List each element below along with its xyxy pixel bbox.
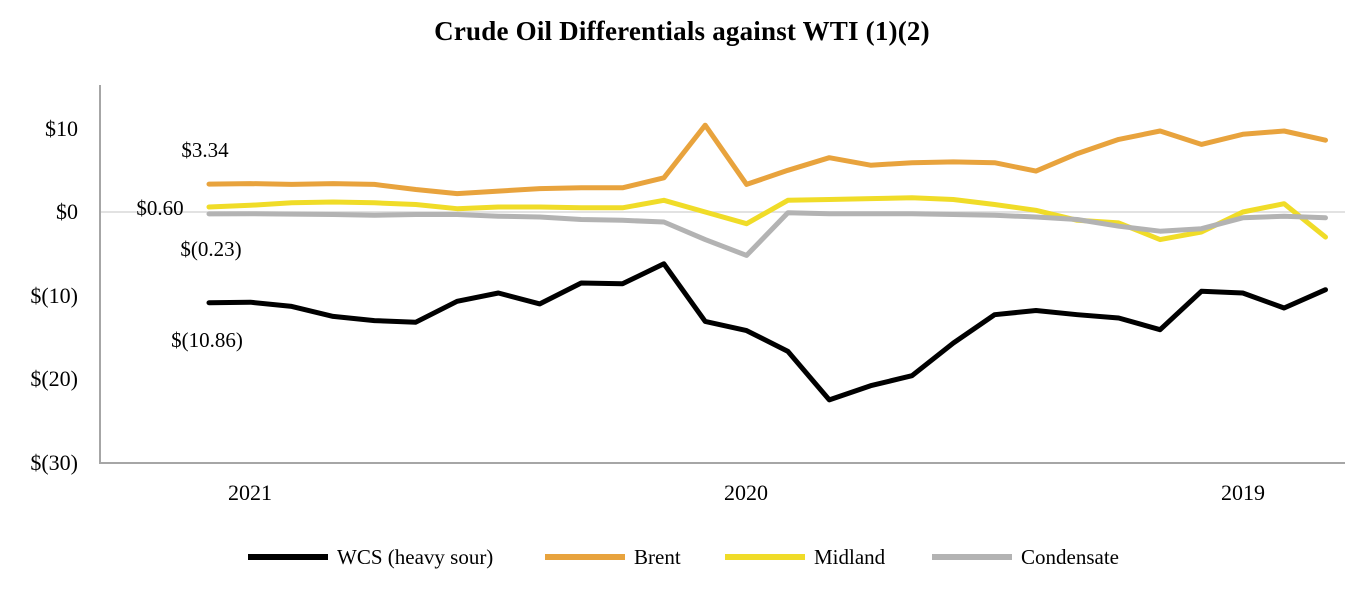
y-tick-label-0: $0 bbox=[56, 199, 78, 224]
y-tick-label-10: $10 bbox=[45, 116, 78, 141]
series-lines bbox=[206, 122, 1328, 403]
page-title: Crude Oil Differentials against WTI (1)(… bbox=[434, 16, 930, 46]
legend-label-wcs: WCS (heavy sour) bbox=[337, 545, 494, 569]
legend-swatch-midland bbox=[725, 554, 805, 560]
legend-item-condensate: Condensate bbox=[932, 544, 1119, 570]
legend-item-wcs: WCS (heavy sour) bbox=[248, 544, 493, 570]
y-tick-label-neg20: $(20) bbox=[30, 366, 78, 391]
x-tick-label-2021: 2021 bbox=[228, 480, 272, 505]
series-line-wcs-heavy-sour bbox=[206, 261, 1328, 403]
data-label-wcs: $(10.86) bbox=[171, 328, 243, 352]
data-label-condensate: $(0.23) bbox=[180, 237, 242, 261]
legend-label-midland: Midland bbox=[814, 545, 886, 569]
legend-item-brent: Brent bbox=[545, 544, 681, 570]
y-tick-label-neg10: $(10) bbox=[30, 283, 78, 308]
data-label-midland: $0.60 bbox=[136, 196, 184, 220]
data-label-brent: $3.34 bbox=[181, 138, 229, 162]
legend-swatch-brent bbox=[545, 554, 625, 560]
series-line-condensate bbox=[206, 210, 1328, 258]
legend-swatch-condensate bbox=[932, 554, 1012, 560]
series-line-brent bbox=[206, 122, 1328, 197]
x-tick-label-2020: 2020 bbox=[724, 480, 768, 505]
y-tick-label-neg30: $(30) bbox=[30, 450, 78, 475]
series-line-midland bbox=[206, 195, 1328, 243]
x-tick-label-2019: 2019 bbox=[1221, 480, 1265, 505]
legend-label-brent: Brent bbox=[634, 545, 681, 569]
legend-item-midland: Midland bbox=[725, 544, 885, 570]
legend-label-condensate: Condensate bbox=[1021, 545, 1119, 569]
legend-swatch-wcs bbox=[248, 554, 328, 560]
